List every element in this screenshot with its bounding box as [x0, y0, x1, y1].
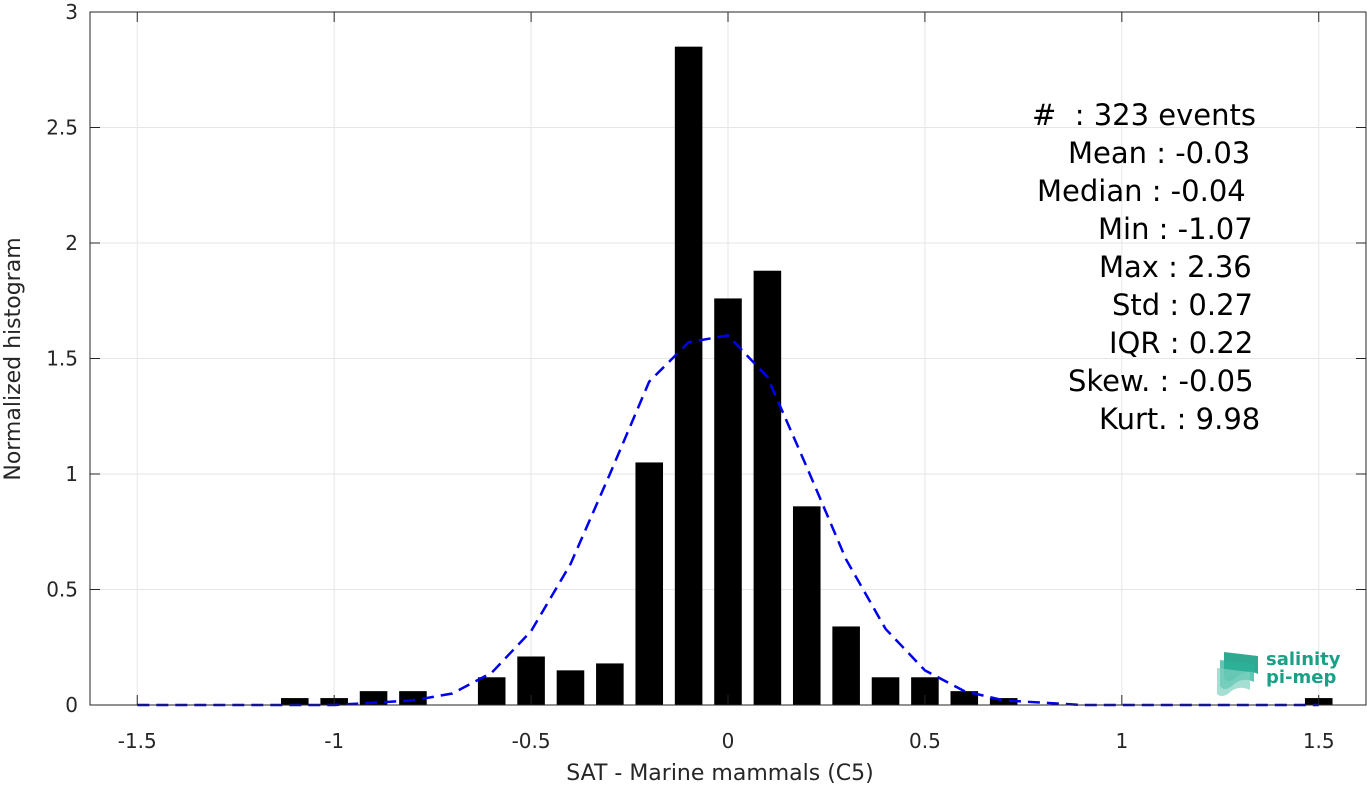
histogram-bar — [281, 698, 309, 705]
histogram-bar — [871, 677, 900, 705]
stat-std: Std : 0.27 — [1112, 288, 1253, 322]
histogram-bar — [556, 670, 585, 705]
x-tick-label: -1 — [324, 729, 344, 753]
histogram-bar — [832, 626, 860, 705]
y-tick-label: 3 — [65, 0, 78, 24]
salinity-pimep-logo: salinity pi-mep — [1216, 646, 1346, 696]
x-tick-label: -1.5 — [118, 729, 157, 753]
histogram-bar — [792, 506, 821, 705]
stat-min: Min : -1.07 — [1098, 212, 1253, 246]
logo-text-pimep: pi-mep — [1266, 667, 1337, 688]
histogram-bar — [753, 270, 782, 705]
histogram-bar — [714, 298, 742, 705]
x-tick-label: 1 — [1115, 729, 1128, 753]
histogram-bar — [477, 677, 506, 705]
stat-kurt: Kurt. : 9.98 — [1099, 402, 1261, 436]
axis-ticks: -1.5 -1 -0.5 0 0.5 1 1.5 0 0.5 1 1.5 2 2.5 3 — [46, 0, 1366, 753]
y-tick-label: 2 — [65, 231, 78, 255]
y-tick-label: 0 — [65, 693, 78, 717]
histogram-bar — [596, 663, 624, 705]
x-tick-label: 0.5 — [909, 729, 941, 753]
wave-layers-icon — [1217, 652, 1258, 696]
x-tick-label: 1.5 — [1303, 729, 1335, 753]
x-tick-label: 0 — [722, 729, 735, 753]
histogram-bar — [359, 691, 388, 705]
histogram-bar — [950, 691, 979, 705]
stat-skew: Skew. : -0.05 — [1068, 364, 1254, 398]
y-tick-label: 1 — [65, 462, 78, 486]
stat-median: Median : -0.04 — [1037, 174, 1246, 208]
stat-mean: Mean : -0.03 — [1068, 136, 1251, 170]
y-axis-label: Normalized histogram — [1, 237, 26, 480]
y-tick-label: 1.5 — [46, 347, 78, 371]
x-tick-label: -0.5 — [512, 729, 551, 753]
stat-max: Max : 2.36 — [1099, 250, 1252, 284]
histogram-bar — [674, 46, 703, 705]
x-axis-label: SAT - Marine mammals (C5) — [566, 761, 874, 785]
logo-text-salinity: salinity — [1266, 649, 1341, 670]
y-tick-label: 2.5 — [46, 116, 78, 140]
histogram-bar — [635, 462, 664, 705]
histogram-bar — [989, 698, 1018, 705]
y-tick-label: 0.5 — [46, 578, 78, 602]
stat-iqr: IQR : 0.22 — [1109, 326, 1254, 360]
stat-events: # : 323 events — [1032, 98, 1256, 132]
